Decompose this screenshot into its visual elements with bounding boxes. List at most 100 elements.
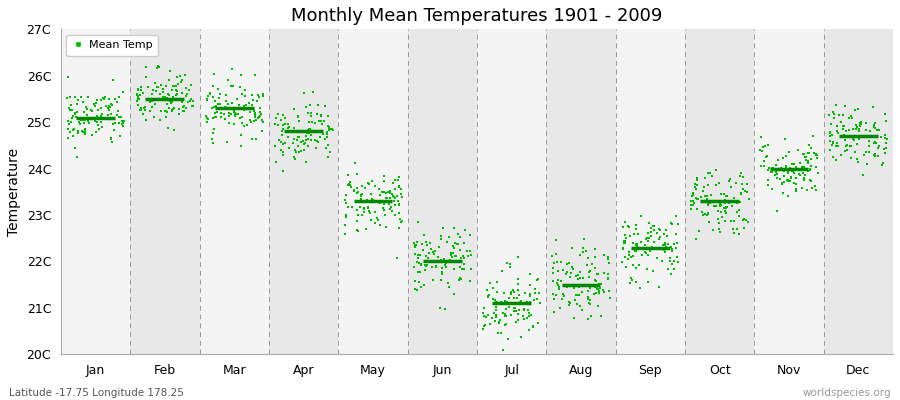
Point: [287, 147, 302, 154]
Point: [255, 116, 269, 123]
Point: [494, 330, 508, 337]
Point: [567, 314, 581, 321]
Point: [522, 327, 536, 333]
Point: [517, 316, 531, 322]
Point: [377, 189, 392, 196]
Point: [592, 288, 607, 294]
Point: [617, 240, 632, 246]
Point: [520, 298, 535, 305]
Point: [777, 178, 791, 185]
Point: [438, 264, 453, 270]
Point: [663, 220, 678, 226]
Point: [353, 204, 367, 210]
Point: [878, 135, 893, 141]
Point: [276, 141, 291, 147]
Point: [420, 242, 435, 248]
Point: [583, 301, 598, 308]
Point: [444, 251, 458, 257]
Point: [207, 104, 221, 110]
Point: [854, 119, 868, 126]
Point: [204, 105, 219, 111]
Point: [554, 278, 568, 284]
Point: [628, 222, 643, 228]
Point: [176, 108, 191, 114]
Point: [764, 169, 778, 175]
Point: [526, 323, 540, 329]
Point: [338, 191, 353, 198]
Point: [657, 247, 671, 254]
Point: [394, 218, 409, 225]
Point: [219, 92, 233, 98]
Point: [601, 271, 616, 278]
Point: [157, 94, 171, 101]
Point: [507, 288, 521, 295]
Point: [178, 72, 193, 78]
Point: [706, 227, 720, 234]
Point: [718, 198, 733, 204]
Point: [653, 226, 668, 233]
Point: [823, 130, 837, 136]
Point: [785, 168, 799, 174]
Point: [298, 140, 312, 146]
Point: [293, 128, 308, 134]
Point: [501, 304, 516, 310]
Point: [684, 202, 698, 208]
Point: [143, 108, 157, 114]
Point: [63, 107, 77, 114]
Point: [255, 128, 269, 134]
Point: [711, 208, 725, 214]
Point: [669, 212, 683, 219]
Point: [221, 101, 236, 108]
Point: [209, 113, 223, 120]
Point: [413, 252, 428, 258]
Point: [230, 110, 245, 117]
Point: [102, 103, 116, 109]
Point: [448, 253, 463, 259]
Point: [726, 195, 741, 201]
Point: [793, 172, 807, 178]
Point: [517, 307, 531, 314]
Point: [504, 312, 518, 318]
Point: [579, 248, 593, 255]
Point: [590, 302, 605, 309]
Point: [410, 219, 425, 226]
Point: [591, 281, 606, 288]
Point: [447, 291, 462, 297]
Point: [853, 123, 868, 129]
Point: [354, 196, 368, 202]
Point: [838, 136, 852, 143]
Point: [622, 223, 636, 230]
Point: [160, 95, 175, 101]
Bar: [130, 29, 200, 354]
Point: [94, 113, 108, 119]
Point: [436, 256, 451, 262]
Point: [555, 291, 570, 298]
Point: [184, 82, 198, 88]
Point: [392, 224, 406, 231]
Point: [134, 105, 148, 111]
Point: [742, 196, 756, 202]
Point: [320, 133, 334, 140]
Point: [108, 95, 122, 102]
Point: [880, 136, 895, 142]
Point: [829, 142, 843, 149]
Point: [689, 175, 704, 181]
Point: [287, 147, 302, 153]
Point: [321, 122, 336, 129]
Point: [781, 149, 796, 155]
Point: [634, 284, 648, 291]
Point: [382, 187, 397, 194]
Point: [291, 114, 305, 120]
Point: [116, 120, 130, 126]
Point: [572, 292, 586, 298]
Point: [418, 262, 432, 269]
Point: [547, 260, 562, 266]
Point: [177, 103, 192, 109]
Point: [513, 301, 527, 308]
Point: [345, 204, 359, 210]
Point: [77, 129, 92, 135]
Point: [770, 171, 784, 177]
Point: [787, 180, 801, 187]
Point: [644, 246, 659, 252]
Point: [362, 180, 376, 187]
